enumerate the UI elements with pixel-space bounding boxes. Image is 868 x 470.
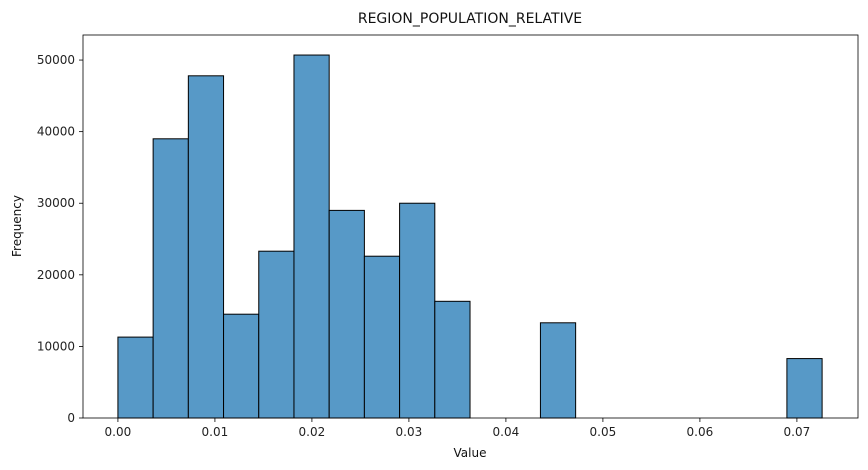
histogram-bar (434, 300, 471, 419)
y-tick-label: 10000 (37, 339, 75, 353)
histogram-bar (293, 54, 330, 419)
x-tick-label: 0.04 (493, 425, 520, 439)
y-tick-label: 30000 (37, 196, 75, 210)
plot-frame (82, 34, 859, 419)
x-tick-label: 0.03 (396, 425, 423, 439)
histogram-bar (152, 138, 189, 419)
histogram-bar (786, 358, 823, 419)
x-tick-label: 0.07 (784, 425, 811, 439)
y-tick-label: 50000 (37, 53, 75, 67)
histogram-bar (187, 75, 225, 419)
y-tick-label: 0 (67, 411, 75, 425)
histogram-bar (328, 209, 365, 419)
x-axis-label: Value (454, 446, 487, 460)
histogram-bar (223, 313, 260, 419)
y-tick-label: 20000 (37, 268, 75, 282)
histogram-bar (117, 336, 154, 419)
histogram-bar (363, 255, 401, 419)
x-tick-label: 0.06 (687, 425, 714, 439)
histogram-bar (258, 250, 295, 419)
chart-title: REGION_POPULATION_RELATIVE (358, 11, 582, 27)
x-tick-label: 0.01 (202, 425, 229, 439)
bars-group (117, 54, 823, 419)
y-tick-label: 40000 (37, 125, 75, 139)
histogram-bar (399, 202, 436, 419)
x-tick-label: 0.02 (299, 425, 326, 439)
y-axis-label: Frequency (10, 195, 24, 257)
y-axis: 0 10000 20000 30000 40000 50000 (37, 53, 83, 425)
x-tick-label: 0.00 (105, 425, 132, 439)
histogram-bar (539, 322, 577, 419)
x-axis: 0.00 0.01 0.02 0.03 0.04 0.05 0.06 0.07 (105, 418, 811, 439)
x-tick-label: 0.05 (590, 425, 617, 439)
